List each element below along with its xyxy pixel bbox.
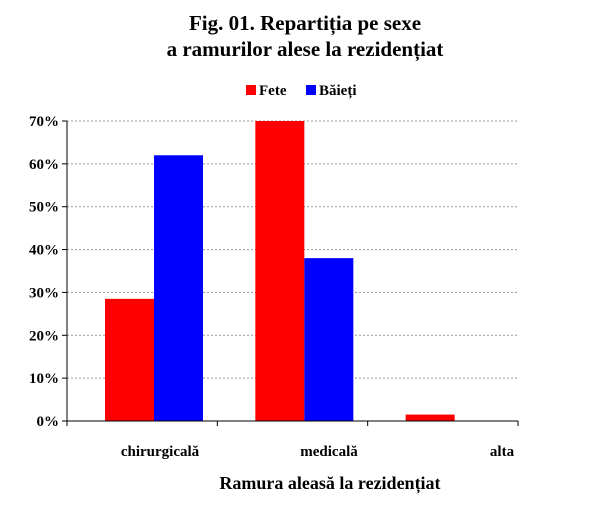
legend: Fete Băieți [246,83,357,99]
y-tick-label: 20% [29,328,59,344]
x-category-label: medicală [300,444,358,460]
x-axis-title: Ramura aleasă la rezidențiat [219,473,440,494]
bar-fete-2 [405,414,455,421]
legend-label-baieti: Băieți [319,83,357,99]
legend-swatch-fete [246,85,256,95]
y-tick-labels: 0% 10% 20% 30% 40% 50% 60% 70% [29,114,67,430]
x-category-labels: chirurgicală medicală alta [121,444,515,460]
bar-baieti-0 [154,155,203,422]
bar-baieti-1 [304,258,354,421]
chart-subtitle: a ramurilor alese la rezidențiat [167,37,444,62]
bars [105,121,455,422]
legend-swatch-baieti [306,85,316,95]
bar-fete-0 [105,298,154,421]
y-tick-label: 40% [29,243,59,259]
x-category-label: chirurgicală [121,444,200,460]
chart-title: Fig. 01. Repartiția pe sexe [189,11,421,36]
y-tick-label: 10% [29,371,59,387]
y-tick-label: 70% [29,114,59,130]
y-tick-label: 50% [29,200,59,216]
y-tick-label: 0% [37,414,60,430]
y-tick-label: 60% [29,157,59,173]
y-tick-label: 30% [29,285,59,301]
x-category-label: alta [490,444,515,460]
bar-fete-1 [255,121,305,421]
axes [66,121,519,426]
legend-label-fete: Fete [259,83,287,99]
